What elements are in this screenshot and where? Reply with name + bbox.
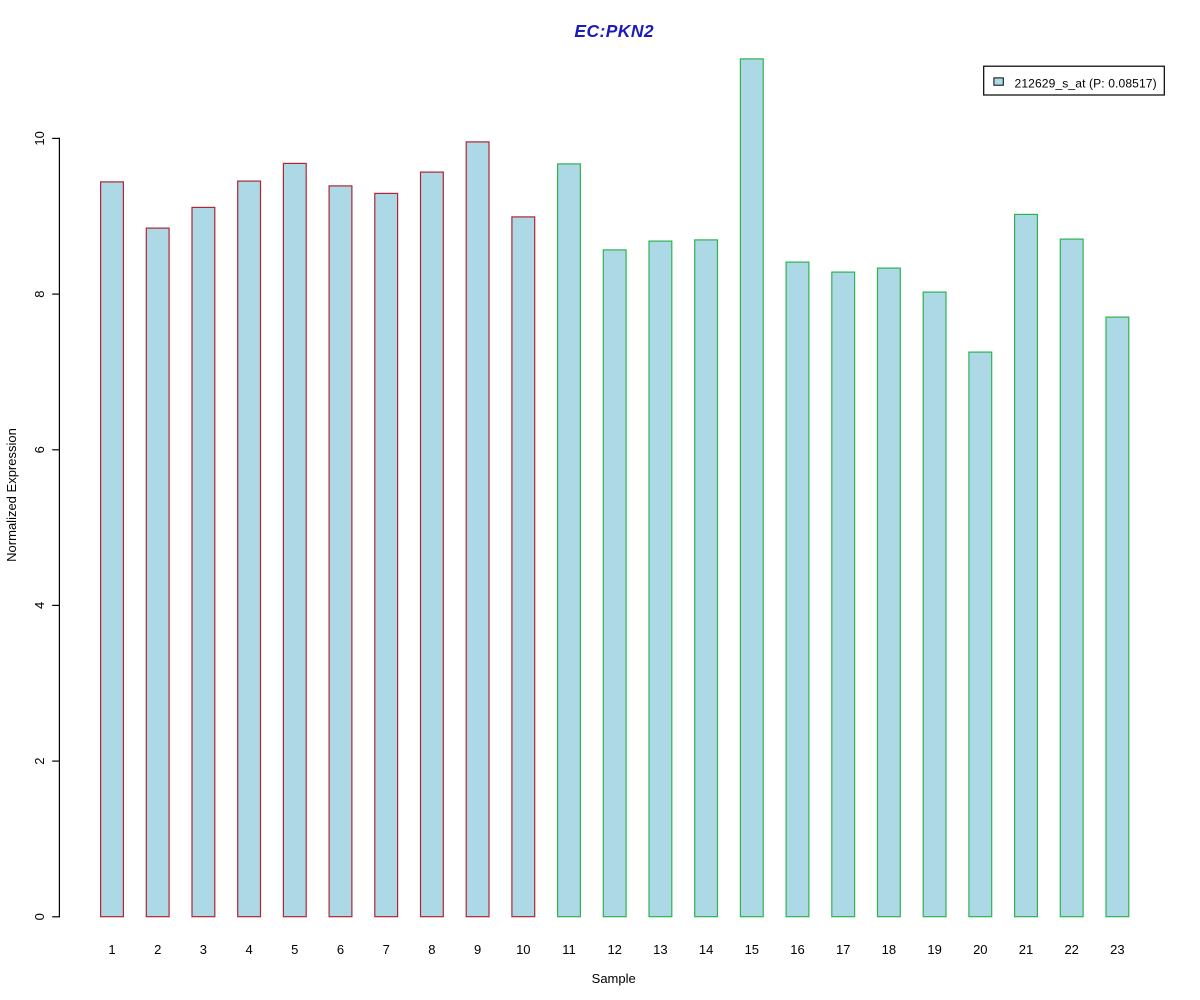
svg-text:6: 6 xyxy=(337,942,344,957)
svg-text:23: 23 xyxy=(1110,942,1124,957)
svg-text:8: 8 xyxy=(428,942,435,957)
svg-text:2: 2 xyxy=(32,757,47,764)
svg-text:15: 15 xyxy=(745,942,759,957)
svg-text:4: 4 xyxy=(245,942,252,957)
svg-text:17: 17 xyxy=(836,942,850,957)
svg-text:3: 3 xyxy=(200,942,207,957)
svg-text:5: 5 xyxy=(291,942,298,957)
svg-text:13: 13 xyxy=(653,942,667,957)
svg-text:Sample: Sample xyxy=(592,971,636,986)
svg-text:22: 22 xyxy=(1064,942,1078,957)
svg-text:4: 4 xyxy=(32,602,47,609)
svg-text:14: 14 xyxy=(699,942,713,957)
svg-text:19: 19 xyxy=(927,942,941,957)
svg-text:11: 11 xyxy=(562,942,576,957)
svg-text:6: 6 xyxy=(32,446,47,453)
svg-text:10: 10 xyxy=(516,942,530,957)
svg-text:16: 16 xyxy=(790,942,804,957)
svg-text:9: 9 xyxy=(474,942,481,957)
svg-text:1: 1 xyxy=(108,942,115,957)
svg-text:10: 10 xyxy=(32,131,47,145)
svg-text:18: 18 xyxy=(882,942,896,957)
svg-text:21: 21 xyxy=(1019,942,1033,957)
svg-text:8: 8 xyxy=(32,290,47,297)
svg-text:212629_s_at (P: 0.08517): 212629_s_at (P: 0.08517) xyxy=(1015,77,1157,91)
svg-text:EC:PKN2: EC:PKN2 xyxy=(574,21,654,41)
svg-text:7: 7 xyxy=(383,942,390,957)
svg-text:12: 12 xyxy=(607,942,621,957)
svg-text:Normalized Expression: Normalized Expression xyxy=(4,428,19,562)
svg-text:20: 20 xyxy=(973,942,987,957)
svg-text:2: 2 xyxy=(154,942,161,957)
svg-text:0: 0 xyxy=(32,913,47,920)
